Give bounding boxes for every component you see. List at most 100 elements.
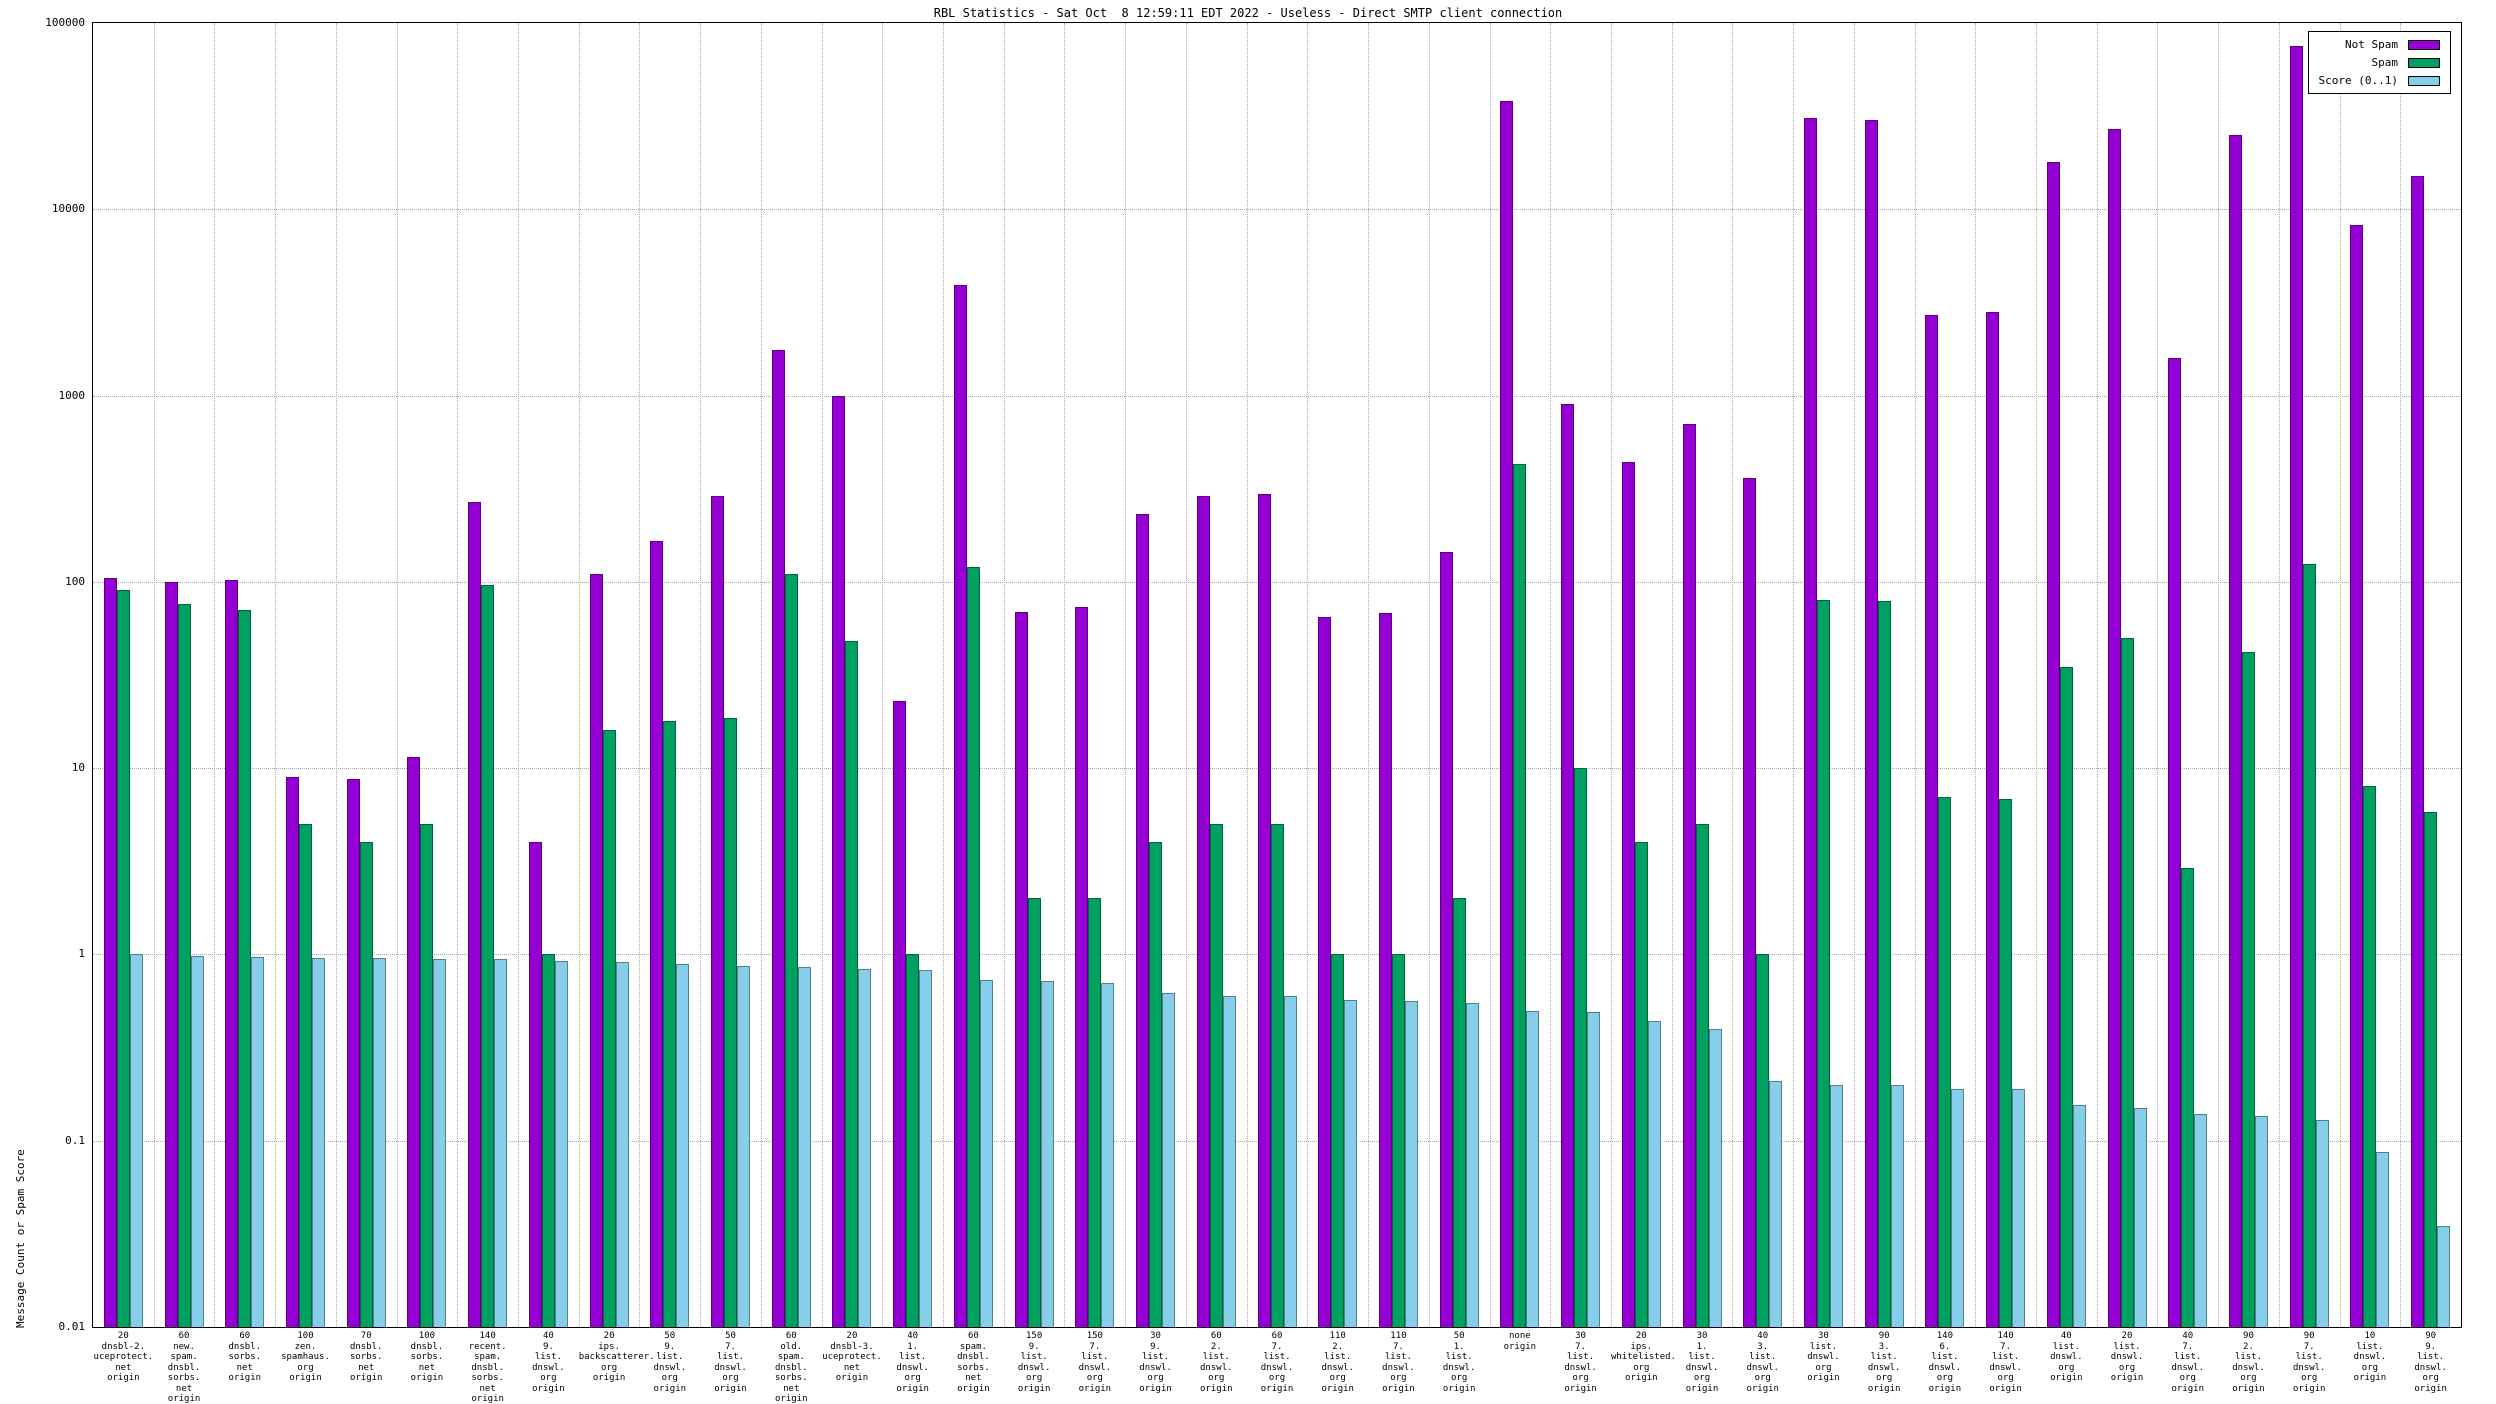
x-axis-label-line: 40 <box>542 1331 554 1341</box>
bar-spam <box>1634 842 1648 1327</box>
x-axis-label-line: net <box>843 1362 861 1373</box>
x-axis-label-line: 60 <box>178 1331 190 1341</box>
x-axis-label-line: dnswl. <box>896 1362 929 1373</box>
v-gridline <box>821 23 823 1327</box>
v-gridline <box>2339 23 2341 1327</box>
x-axis-label-line: list. <box>1384 1352 1412 1362</box>
plot-area: 20 dnsbl-2. uceprotect. net origin 60 new. spam… <box>45 16 2462 1404</box>
x-axis-label-line: 2. <box>2243 1341 2254 1352</box>
bar-not-spam <box>1803 117 1817 1327</box>
x-axis-label-line: sorbs. <box>228 1352 262 1362</box>
x-axis-label-line: 7. <box>1271 1341 1283 1352</box>
x-axis-label-line: 6. <box>1939 1341 1951 1352</box>
bar-spam <box>1938 797 1952 1327</box>
bar-score <box>433 958 447 1327</box>
bar-not-spam <box>2228 135 2242 1327</box>
x-axis-category-label: 90 2. list. dnswl. org origin <box>2218 1331 2279 1394</box>
x-axis-label-line: sorbs. <box>774 1373 808 1383</box>
v-gridline <box>214 23 216 1327</box>
bar-spam <box>1149 842 1163 1327</box>
x-axis-label-line: origin <box>592 1373 626 1383</box>
x-axis-label-line: 7. <box>725 1341 736 1352</box>
x-axis-label-line: org <box>1025 1373 1043 1383</box>
bar-score <box>797 966 811 1327</box>
bar-score <box>2072 1105 2086 1327</box>
x-axis-label-line: 40 <box>907 1331 919 1341</box>
x-axis-category-label: 70 dnsbl. sorbs. net origin <box>336 1331 397 1384</box>
x-axis-label-line: uceprotect. <box>93 1352 154 1362</box>
x-axis-label-line: origin <box>2292 1383 2326 1394</box>
x-axis-category-label: 60 dnsbl. sorbs. net origin <box>214 1331 275 1384</box>
h-gridline <box>93 209 2461 211</box>
x-axis-label-line: 9. <box>1150 1341 1161 1352</box>
x-axis-label-line: sorbs. <box>349 1352 383 1362</box>
x-axis-label-line: org <box>297 1362 314 1373</box>
x-axis-label-line: origin <box>289 1373 322 1383</box>
x-axis-label-line: origin <box>410 1373 444 1383</box>
y-axis-tick-label: 0.1 <box>65 1133 85 1147</box>
x-axis-label-line: org <box>2058 1362 2075 1373</box>
bar-spam <box>2241 652 2255 1327</box>
bar-not-spam <box>1014 611 1028 1327</box>
bar-not-spam <box>1196 495 1210 1327</box>
v-gridline <box>2096 23 2098 1327</box>
x-axis-label-line: 140 <box>1997 1331 2014 1341</box>
x-axis-label-line: 9. <box>2425 1341 2437 1352</box>
bar-not-spam <box>1500 101 1514 1327</box>
x-axis-label-line: origin <box>1017 1383 1051 1394</box>
v-gridline <box>518 23 520 1327</box>
x-axis-category-label: 90 7. list. dnswl. org origin <box>2279 1331 2340 1394</box>
v-gridline <box>335 23 337 1327</box>
bar-spam <box>784 574 798 1327</box>
bar-not-spam <box>771 350 785 1327</box>
legend-entry: Not Spam <box>2319 38 2440 51</box>
x-axis-label-line: dnsbl-3. <box>830 1341 874 1352</box>
v-gridline <box>1671 23 1673 1327</box>
bar-score <box>615 962 629 1327</box>
bar-score <box>1829 1084 1843 1327</box>
x-axis-label-line: list. <box>2174 1352 2202 1362</box>
x-axis-label-line: origin <box>167 1394 201 1404</box>
x-axis-category-label: 30 list. dnswl. org origin <box>1793 1331 1854 1384</box>
x-axis-label-line: dnsbl. <box>167 1362 201 1373</box>
v-gridline <box>2157 23 2159 1327</box>
x-axis-label-line: dnswl. <box>2353 1352 2387 1362</box>
v-gridline <box>2218 23 2220 1327</box>
v-gridline <box>457 23 459 1327</box>
x-axis-label-line: old. <box>780 1341 803 1352</box>
x-axis-label-line: origin <box>1867 1383 1901 1394</box>
x-axis-label-line: list. <box>1992 1352 2020 1362</box>
x-axis-category-label: 110 2. list. dnswl. org origin <box>1307 1331 1368 1394</box>
x-axis-label-line: origin <box>2414 1383 2447 1394</box>
bar-not-spam <box>1621 462 1635 1327</box>
y-axis-tick-label: 10000 <box>51 202 85 216</box>
x-axis-category-label: 60 spam. dnsbl. sorbs. net origin <box>943 1331 1004 1394</box>
legend-entry: Score (0..1) <box>2319 74 2440 87</box>
y-axis-label: Message Count or Spam Score <box>14 1149 27 1328</box>
bar-spam <box>359 842 373 1327</box>
legend-swatch <box>2408 39 2440 50</box>
bar-spam <box>1027 898 1041 1327</box>
x-axis-label-line: dnswl. <box>532 1362 565 1373</box>
bar-not-spam <box>2046 161 2060 1327</box>
x-axis-label-line: 7. <box>1089 1341 1101 1352</box>
x-axis-label-line: list. <box>1931 1352 1959 1362</box>
x-axis-label-line: dnswl. <box>1746 1362 1779 1373</box>
x-axis-label-line: org <box>600 1362 618 1373</box>
x-axis-label-line: dnswl. <box>1078 1362 1112 1373</box>
bar-spam <box>1999 799 2013 1327</box>
x-axis-label-line: list. <box>2356 1341 2384 1352</box>
x-axis-category-label: 100 zen. spamhaus. org origin <box>275 1331 336 1384</box>
y-axis-tick-label: 1000 <box>58 388 86 402</box>
x-axis-label-line: list. <box>1020 1352 1048 1362</box>
bar-not-spam <box>711 495 725 1327</box>
bar-spam <box>541 954 555 1327</box>
legend-label: Score (0..1) <box>2318 74 2398 87</box>
x-axis-label-line: org <box>1693 1373 1711 1383</box>
x-axis-label-line: dnsbl. <box>349 1341 383 1352</box>
v-gridline <box>1489 23 1491 1327</box>
v-gridline <box>2035 23 2037 1327</box>
x-axis-label-line: origin <box>1989 1383 2022 1394</box>
bar-score <box>2254 1116 2268 1327</box>
x-axis-label-line: net <box>783 1383 800 1394</box>
